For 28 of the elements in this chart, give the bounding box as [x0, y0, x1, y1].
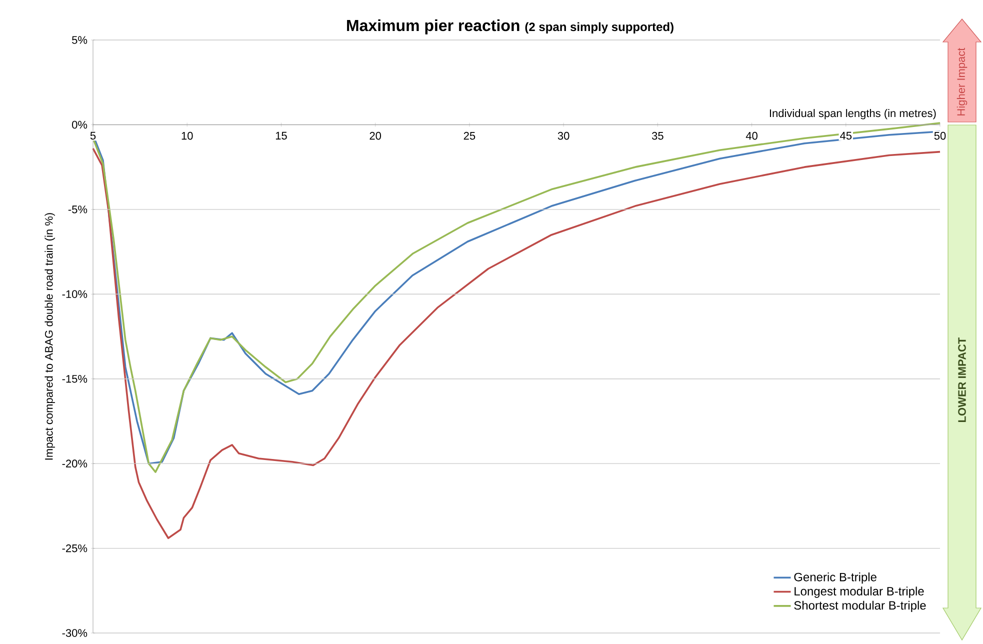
legend-label: Shortest modular B-triple [794, 600, 926, 612]
text: LOWER IMPACT [958, 337, 966, 422]
line-series [92, 148, 941, 540]
x-tick-label: 35 [652, 132, 664, 140]
x-tick-label: 15 [276, 132, 287, 140]
legend-label: Generic B-triple [794, 572, 876, 584]
y-tick-label: -10% [62, 290, 88, 298]
y-tick-label: -15% [62, 375, 88, 383]
x-tick-label: 30 [558, 132, 570, 140]
x-tick-label: 5 [90, 132, 96, 140]
x-tick-label: 50 [934, 132, 946, 140]
text: Higher Impact [956, 48, 968, 116]
x-tick-label: 10 [182, 132, 193, 140]
y-tick-label: -5% [68, 206, 88, 214]
x-axis-title: Individual span lengths (in metres) [770, 109, 936, 120]
y-axis-title: Impact compared to ABAG double road train (in %) [44, 213, 55, 460]
y-tick-label: -20% [62, 460, 88, 468]
x-tick-label: 25 [464, 132, 476, 140]
y-tick-label: 0% [72, 120, 88, 129]
chart-title: Maximum pier reaction [347, 19, 520, 34]
x-tick-label: 40 [746, 132, 758, 140]
legend-label: Longest modular B-triple [794, 586, 924, 598]
y-tick-label: -25% [62, 544, 88, 552]
y-tick-label: -30% [62, 629, 88, 637]
chart-subtitle: (2 span simply supported) [525, 22, 674, 34]
y-tick-label: 5% [72, 36, 88, 44]
x-tick-label: 45 [840, 132, 852, 140]
x-tick-label: 20 [370, 132, 382, 140]
